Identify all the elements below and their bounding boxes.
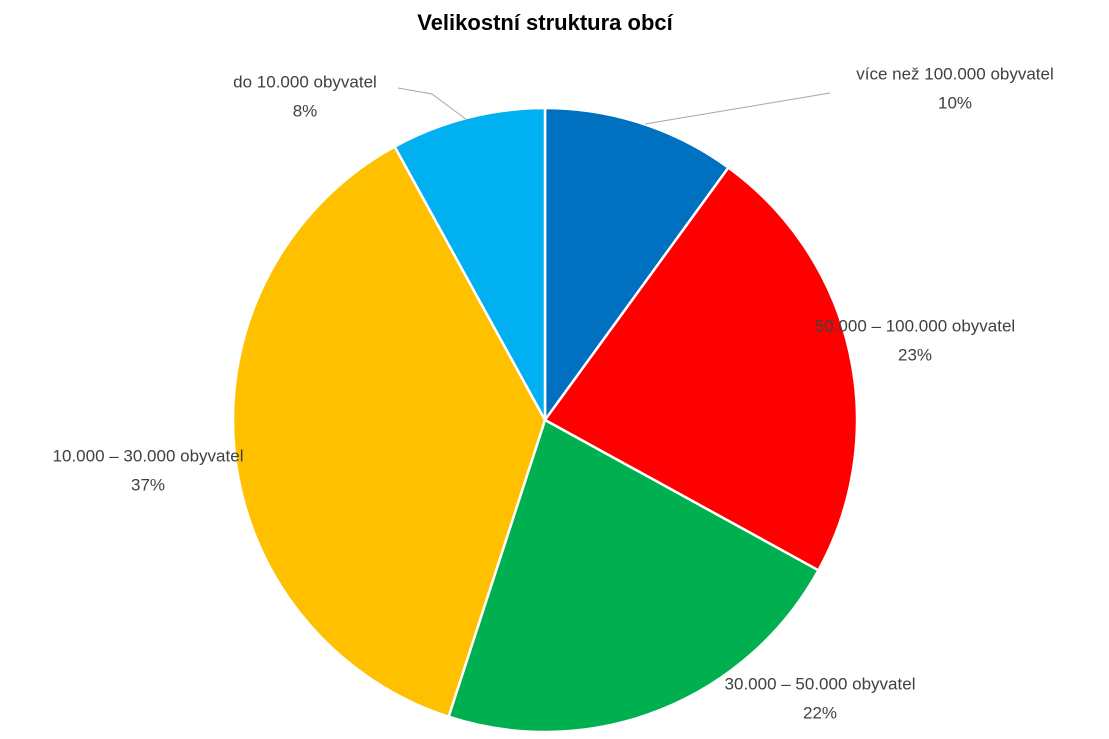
data-label-name: více než 100.000 obyvatel (856, 64, 1054, 83)
data-label-value: 23% (898, 345, 932, 364)
data-label-name: 50.000 – 100.000 obyvatel (815, 316, 1015, 335)
leader-line (644, 92, 831, 125)
data-label-value: 22% (803, 703, 837, 722)
pie-slice (231, 144, 547, 719)
pie-slice (543, 106, 731, 424)
data-label-name: 30.000 – 50.000 obyvatel (725, 674, 916, 693)
data-label-value: 8% (293, 101, 318, 120)
data-label-name: 10.000 – 30.000 obyvatel (53, 446, 244, 465)
pie-slice (392, 106, 547, 421)
chart-title: Velikostní struktura obcí (417, 10, 673, 35)
leader-line (397, 87, 468, 121)
data-label-name: do 10.000 obyvatel (233, 72, 377, 91)
pie-slice (447, 418, 821, 734)
data-label-value: 10% (938, 93, 972, 112)
data-label-value: 37% (131, 475, 165, 494)
pie-slice (543, 165, 859, 573)
